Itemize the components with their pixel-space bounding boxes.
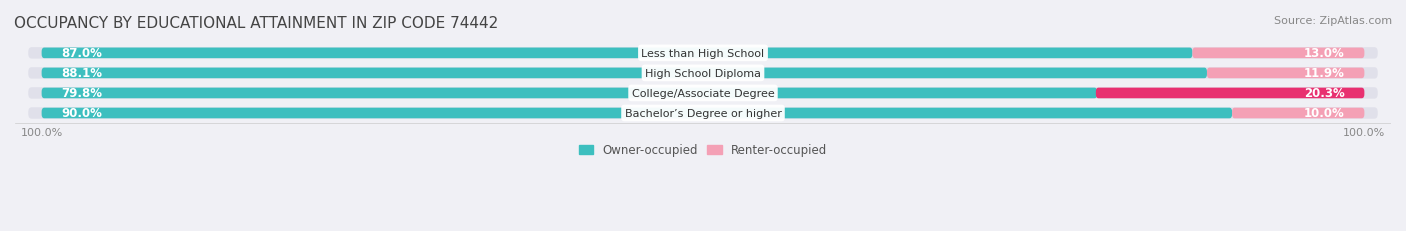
FancyBboxPatch shape — [1192, 48, 1364, 59]
Text: Source: ZipAtlas.com: Source: ZipAtlas.com — [1274, 16, 1392, 26]
Text: High School Diploma: High School Diploma — [645, 69, 761, 79]
FancyBboxPatch shape — [42, 88, 1097, 99]
FancyBboxPatch shape — [28, 88, 1378, 99]
Legend: Owner-occupied, Renter-occupied: Owner-occupied, Renter-occupied — [574, 139, 832, 161]
FancyBboxPatch shape — [28, 108, 1378, 119]
FancyBboxPatch shape — [42, 68, 1206, 79]
Text: OCCUPANCY BY EDUCATIONAL ATTAINMENT IN ZIP CODE 74442: OCCUPANCY BY EDUCATIONAL ATTAINMENT IN Z… — [14, 16, 498, 31]
FancyBboxPatch shape — [28, 48, 1378, 59]
FancyBboxPatch shape — [1232, 108, 1364, 119]
FancyBboxPatch shape — [1095, 88, 1364, 99]
Text: Bachelor’s Degree or higher: Bachelor’s Degree or higher — [624, 109, 782, 119]
Text: 10.0%: 10.0% — [1303, 107, 1344, 120]
FancyBboxPatch shape — [42, 48, 1192, 59]
Text: 88.1%: 88.1% — [62, 67, 103, 80]
Text: 13.0%: 13.0% — [1303, 47, 1344, 60]
Text: College/Associate Degree: College/Associate Degree — [631, 88, 775, 98]
Text: 87.0%: 87.0% — [62, 47, 103, 60]
Text: 11.9%: 11.9% — [1303, 67, 1344, 80]
Text: 90.0%: 90.0% — [62, 107, 103, 120]
FancyBboxPatch shape — [42, 108, 1232, 119]
Text: Less than High School: Less than High School — [641, 49, 765, 59]
FancyBboxPatch shape — [28, 68, 1378, 79]
Text: 20.3%: 20.3% — [1303, 87, 1344, 100]
FancyBboxPatch shape — [1206, 68, 1364, 79]
Text: 79.8%: 79.8% — [62, 87, 103, 100]
